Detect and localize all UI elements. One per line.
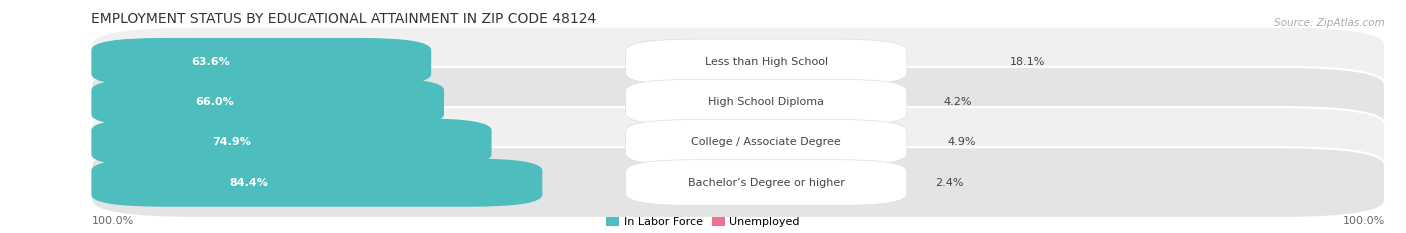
FancyBboxPatch shape [91,147,1385,218]
Text: 4.9%: 4.9% [948,137,976,147]
Legend: In Labor Force, Unemployed: In Labor Force, Unemployed [606,217,800,227]
FancyBboxPatch shape [626,79,907,125]
Text: High School Diploma: High School Diploma [709,97,824,107]
Text: 100.0%: 100.0% [91,216,134,226]
Text: 100.0%: 100.0% [1343,216,1385,226]
Text: 18.1%: 18.1% [1011,57,1046,67]
Text: 4.2%: 4.2% [943,97,973,107]
FancyBboxPatch shape [91,67,1385,138]
FancyBboxPatch shape [91,78,444,126]
Text: EMPLOYMENT STATUS BY EDUCATIONAL ATTAINMENT IN ZIP CODE 48124: EMPLOYMENT STATUS BY EDUCATIONAL ATTAINM… [91,12,596,26]
Text: 74.9%: 74.9% [212,137,250,147]
FancyBboxPatch shape [91,107,1385,178]
Text: Source: ZipAtlas.com: Source: ZipAtlas.com [1274,18,1385,28]
FancyBboxPatch shape [91,38,432,86]
FancyBboxPatch shape [626,160,907,206]
Text: College / Associate Degree: College / Associate Degree [692,137,841,147]
FancyBboxPatch shape [91,158,543,207]
Text: 2.4%: 2.4% [935,178,963,188]
FancyBboxPatch shape [626,39,907,85]
FancyBboxPatch shape [626,120,907,165]
Text: 66.0%: 66.0% [195,97,235,107]
FancyBboxPatch shape [91,27,1385,97]
Text: 63.6%: 63.6% [191,57,229,67]
FancyBboxPatch shape [91,118,492,167]
Text: Bachelor’s Degree or higher: Bachelor’s Degree or higher [688,178,845,188]
Text: Less than High School: Less than High School [704,57,828,67]
Text: 84.4%: 84.4% [229,178,269,188]
